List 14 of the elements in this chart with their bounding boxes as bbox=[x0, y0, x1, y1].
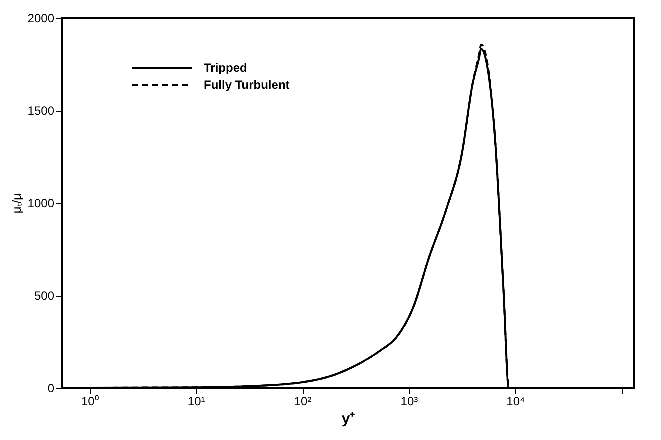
x-axis-title: y⁺ bbox=[342, 410, 356, 428]
legend-label: Fully Turbulent bbox=[204, 78, 290, 92]
y-axis-title: μₜ/μ bbox=[10, 193, 24, 214]
legend-label: Tripped bbox=[204, 61, 248, 75]
y-tick-label: 2000 bbox=[28, 12, 55, 26]
x-tick-label: 10⁰ bbox=[81, 394, 99, 408]
x-tick-label: 10⁴ bbox=[506, 394, 526, 408]
y-tick-label: 0 bbox=[48, 382, 55, 396]
x-tick-label: 10² bbox=[294, 394, 312, 408]
x-tick-label: 10¹ bbox=[188, 394, 206, 408]
y-tick-label: 500 bbox=[34, 289, 55, 303]
y-tick-label: 1000 bbox=[28, 196, 55, 210]
x-tick-label: 10³ bbox=[400, 394, 418, 408]
y-tick-label: 1500 bbox=[28, 104, 55, 118]
